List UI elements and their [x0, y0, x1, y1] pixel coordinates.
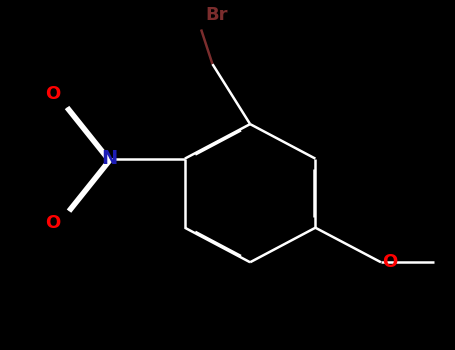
Text: O: O [45, 85, 61, 103]
Text: O: O [383, 253, 398, 271]
Text: N: N [101, 149, 117, 168]
Text: Br: Br [205, 6, 228, 24]
Text: O: O [45, 214, 61, 232]
